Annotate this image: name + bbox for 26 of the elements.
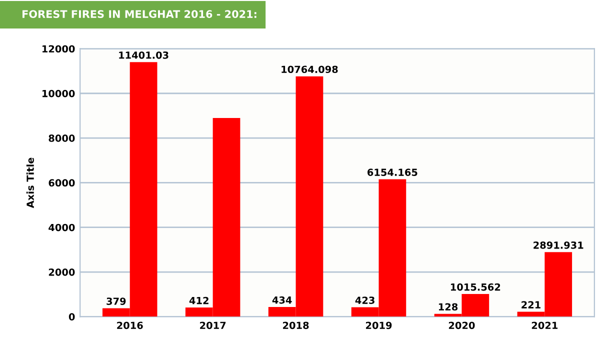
x-tick-label: 2019 <box>366 322 392 330</box>
y-tick-label: 12000 <box>42 45 75 53</box>
y-tick-label: 8000 <box>48 134 75 142</box>
y-tick-label: 2000 <box>48 268 75 276</box>
data-label: 379 <box>106 298 126 305</box>
data-label: 10764.098 <box>282 66 338 74</box>
x-tick-label: 2017 <box>200 322 226 330</box>
y-tick-label: 4000 <box>48 224 75 232</box>
data-label: 128 <box>438 303 458 311</box>
chart-title: FOREST FIRES IN MELGHAT 2016 - 2021: <box>22 10 256 18</box>
x-tick-label: 2016 <box>117 322 143 330</box>
y-tick-label: 10000 <box>42 90 75 98</box>
data-label: 6154.165 <box>368 168 418 176</box>
y-tick-label: 0 <box>68 313 75 321</box>
data-label: 1015.562 <box>450 283 500 291</box>
data-label: 434 <box>272 296 292 304</box>
x-tick-label: 2021 <box>532 322 558 330</box>
y-axis-title: Axis Title <box>26 158 34 208</box>
x-tick-label: 2020 <box>448 322 475 330</box>
data-label: 412 <box>189 296 208 304</box>
y-tick-label: 6000 <box>48 179 75 187</box>
data-label: 11401.03 <box>119 51 168 59</box>
x-tick-label: 2018 <box>283 322 309 330</box>
data-label: 221 <box>522 301 540 308</box>
data-label: 423 <box>355 296 374 304</box>
data-label: 2891.931 <box>534 241 584 249</box>
